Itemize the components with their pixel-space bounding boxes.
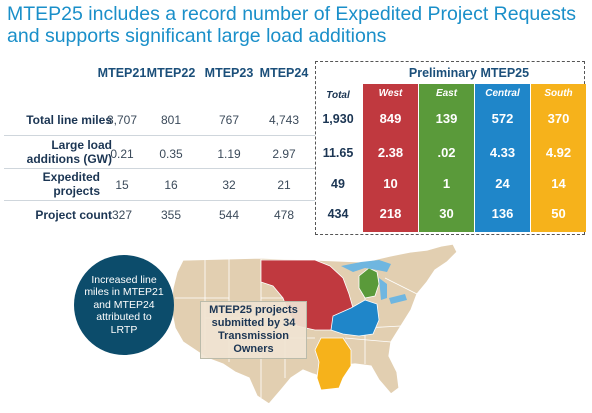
region-column-central: Central	[475, 84, 530, 232]
row-label-large-load-additions: Large load additions (GW)	[26, 138, 112, 166]
region-header-central: Central	[485, 88, 520, 99]
table-cell: 0.35	[159, 147, 183, 161]
region-value-central: 136	[491, 206, 514, 221]
region-central-area	[330, 299, 380, 337]
table-cell: 32	[222, 178, 236, 192]
preliminary-header: Preliminary MTEP25	[408, 66, 530, 80]
row-label-project-count: Project count	[35, 208, 112, 222]
year-header-mtep22: MTEP22	[146, 66, 196, 80]
region-value-east: .02	[437, 145, 456, 160]
total-cell: 49	[331, 177, 345, 191]
region-header-south: South	[544, 88, 573, 99]
row-label-expedited-projects: Expedited projects	[42, 170, 100, 198]
total-cell: 11.65	[322, 146, 354, 160]
row-divider	[4, 200, 315, 201]
table-cell: 1.19	[217, 147, 241, 161]
table-cell: 15	[115, 178, 129, 192]
region-value-west: 849	[379, 111, 402, 126]
great-lakes	[389, 294, 407, 304]
region-value-east: 139	[435, 111, 458, 126]
row-divider	[4, 135, 315, 136]
region-value-south: 50	[551, 206, 566, 221]
map-label-box: MTEP25 projects submitted by 34 Transmis…	[200, 301, 307, 359]
region-value-west: 218	[379, 206, 402, 221]
table-cell: 2.97	[272, 147, 296, 161]
region-column-south: South	[531, 84, 586, 232]
table-cell: 21	[277, 178, 291, 192]
table-cell: 544	[218, 208, 240, 222]
year-header-mtep23: MTEP23	[204, 66, 254, 80]
page-title: MTEP25 includes a record number of Exped…	[7, 3, 577, 47]
region-south-area	[314, 337, 352, 391]
region-value-central: 4.33	[489, 145, 516, 160]
table-cell: 801	[160, 113, 182, 127]
great-lakes	[379, 278, 387, 300]
region-value-south: 14	[551, 176, 566, 191]
table-cell: 767	[218, 113, 240, 127]
region-column-east: East	[419, 84, 474, 232]
year-header-mtep21: MTEP21	[97, 66, 147, 80]
region-header-east: East	[435, 88, 458, 99]
table-cell: 3,707	[106, 113, 138, 127]
region-header-west: West	[378, 88, 403, 99]
table-cell: 327	[111, 208, 133, 222]
table-cell: 478	[273, 208, 295, 222]
region-value-west: 2.38	[377, 145, 404, 160]
total-cell: 434	[327, 207, 349, 221]
year-header-mtep24: MTEP24	[259, 66, 309, 80]
table-cell: 355	[160, 208, 182, 222]
row-divider	[4, 168, 315, 169]
region-value-west: 10	[383, 176, 398, 191]
region-value-central: 572	[491, 111, 514, 126]
region-value-south: 4.92	[545, 145, 572, 160]
region-value-east: 1	[442, 176, 451, 191]
region-value-south: 370	[547, 111, 570, 126]
table-cell: 16	[164, 178, 178, 192]
callout-text: Increased line miles in MTEP21 and MTEP2…	[84, 273, 164, 336]
great-lakes	[341, 260, 391, 272]
total-header: Total	[326, 90, 350, 101]
total-cell: 1,930	[322, 112, 354, 126]
row-label-total-line-miles: Total line miles	[26, 113, 112, 127]
region-value-east: 30	[439, 206, 454, 221]
region-column-west: West	[363, 84, 418, 232]
table-cell: 0.21	[110, 147, 134, 161]
table-cell: 4,743	[268, 113, 300, 127]
callout-circle: Increased line miles in MTEP21 and MTEP2…	[74, 255, 174, 355]
region-value-central: 24	[495, 176, 510, 191]
